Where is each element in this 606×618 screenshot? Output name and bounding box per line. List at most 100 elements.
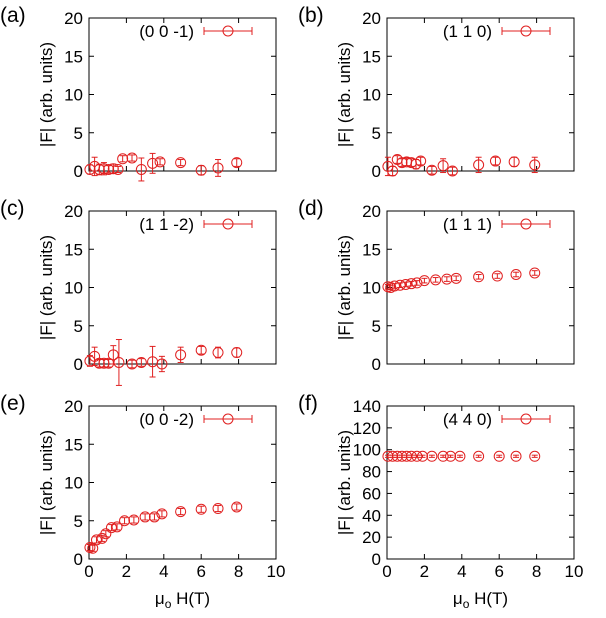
data-point (135, 157, 147, 182)
data-marker (90, 534, 102, 546)
y-tick-label: 5 (74, 317, 83, 336)
data-point (139, 511, 151, 523)
data-point (510, 268, 522, 280)
x-tick-label: 4 (159, 562, 168, 581)
data-marker (491, 270, 503, 282)
y-tick-label: 10 (362, 279, 381, 298)
data-marker (119, 515, 131, 527)
panel-letter: (d) (298, 197, 324, 220)
data-point (135, 356, 147, 368)
data-marker (212, 162, 224, 174)
data-point (212, 159, 224, 177)
data-point (441, 273, 453, 285)
panel-letter: (f) (298, 392, 318, 415)
legend-label: (1 1 -2) (139, 215, 194, 234)
x-tick-label: 0 (84, 562, 93, 581)
y-axis-label: |F| (arb. units) (37, 42, 56, 147)
y-tick-label: 60 (362, 484, 381, 503)
legend-marker (520, 25, 532, 37)
data-point (107, 345, 119, 365)
data-marker (175, 157, 187, 169)
legend-label: (0 0 -1) (139, 22, 194, 41)
data-marker (426, 164, 438, 176)
y-tick-label: 80 (362, 463, 381, 482)
data-marker (154, 156, 166, 168)
data-marker (195, 503, 207, 515)
legend: (0 0 -1) (139, 22, 253, 41)
data-marker (212, 503, 224, 515)
data-marker (111, 521, 123, 533)
x-tick-label: 2 (122, 562, 131, 581)
x-tick-label: 6 (196, 562, 205, 581)
data-marker (489, 155, 501, 167)
data-point (450, 272, 462, 284)
data-point (426, 164, 438, 176)
data-point (231, 347, 243, 359)
data-marker (445, 450, 457, 462)
y-tick-label: 10 (64, 86, 83, 105)
data-point (473, 271, 485, 283)
legend-label: (4 4 0) (443, 410, 492, 429)
x-tick-label: 4 (457, 562, 466, 581)
data-point (510, 450, 522, 462)
data-marker (411, 450, 423, 462)
data-marker (454, 450, 466, 462)
x-axis-label-mu: μ (155, 589, 165, 608)
data-point (445, 450, 457, 462)
x-axis-label-subscript: o (165, 597, 172, 611)
data-point (231, 157, 243, 169)
plot-frame (386, 405, 575, 560)
data-point (417, 450, 429, 462)
x-tick-label: 8 (532, 562, 541, 581)
data-point (231, 501, 243, 513)
x-tick-label: 2 (420, 562, 429, 581)
x-tick-label: 10 (267, 562, 286, 581)
legend-label: (1 1 1) (443, 215, 492, 234)
panel-a: (a) 0 5 10 15 20 |F| (arb. units) (0 0 -1) (0, 4, 277, 182)
data-marker (529, 450, 541, 462)
data-point (111, 521, 123, 533)
x-tick-label: 8 (234, 562, 243, 581)
data-marker (426, 450, 438, 462)
data-marker (450, 272, 462, 284)
panel-c: (c) 0 5 10 15 20 |F| (arb. units) (1 1 -2) (0, 197, 277, 386)
data-marker (175, 506, 187, 518)
y-tick-label: 10 (64, 474, 83, 493)
y-tick-label: 20 (64, 202, 83, 221)
y-tick-label: 20 (362, 202, 381, 221)
y-tick-label: 5 (74, 124, 83, 143)
data-marker (446, 165, 458, 177)
data-marker (135, 356, 147, 368)
data-marker (473, 159, 485, 171)
y-axis-label: |F| (arb. units) (335, 42, 354, 147)
y-tick-label: 120 (353, 419, 381, 438)
y-tick-label: 15 (362, 240, 381, 259)
data-marker (394, 279, 406, 291)
data-marker (100, 528, 112, 540)
data-marker (105, 522, 117, 534)
panel-letter: (a) (0, 4, 26, 27)
data-point (156, 508, 168, 520)
legend-marker (222, 413, 234, 425)
data-point (508, 156, 520, 168)
panel-letter: (b) (298, 4, 324, 27)
data-marker (405, 450, 417, 462)
data-point (529, 267, 541, 279)
y-axis-label: |F| (arb. units) (37, 430, 56, 535)
legend-label: (1 1 0) (443, 22, 492, 41)
data-point (212, 503, 224, 515)
legend: (1 1 -2) (139, 215, 253, 234)
data-marker (473, 271, 485, 283)
y-tick-label: 5 (372, 124, 381, 143)
y-tick-label: 15 (64, 435, 83, 454)
data-marker (112, 163, 124, 175)
panel-b: (b) 0 5 10 15 20 |F| (arb. units) (1 1 0) (298, 4, 575, 181)
data-marker (113, 356, 125, 368)
x-tick-label: 6 (494, 562, 503, 581)
data-point (195, 344, 207, 356)
data-marker (231, 157, 243, 169)
y-tick-label: 140 (353, 397, 381, 416)
legend-marker (222, 25, 234, 37)
legend: (1 1 1) (443, 215, 551, 234)
data-marker (195, 164, 207, 176)
